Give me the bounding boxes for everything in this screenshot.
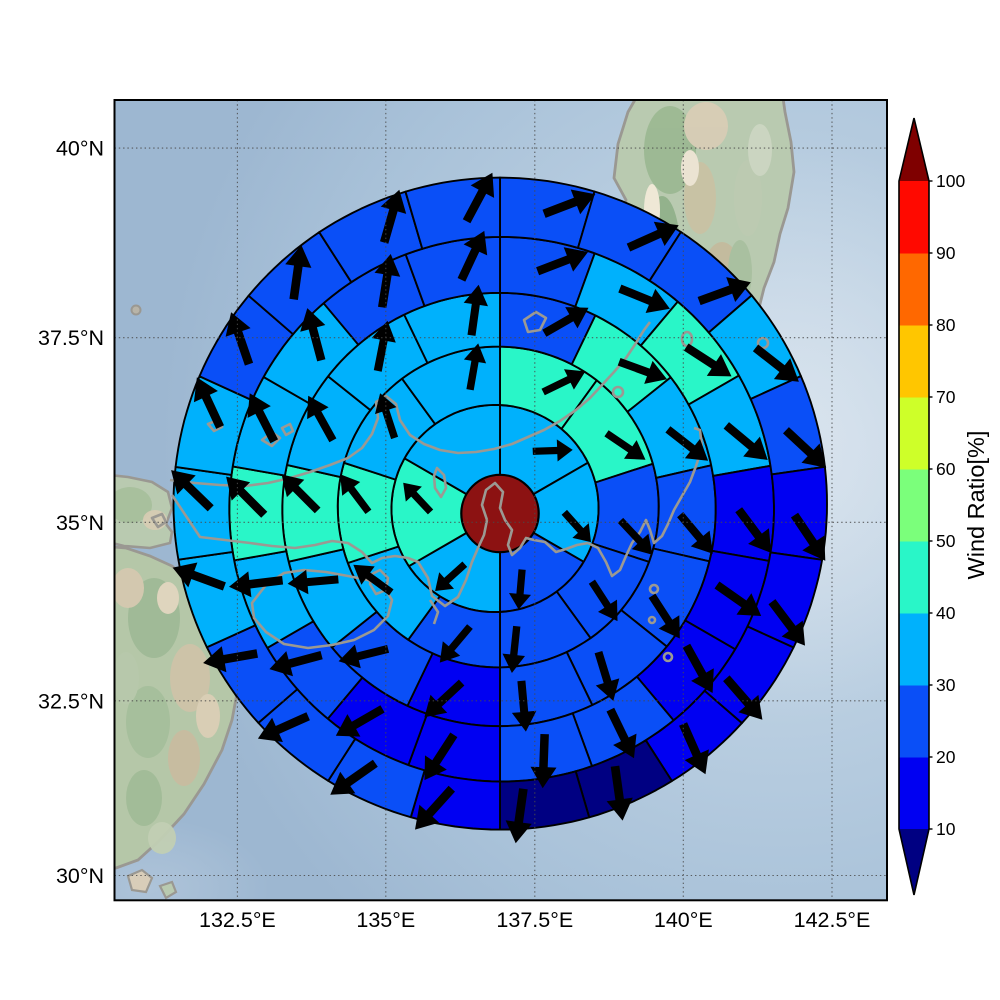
svg-text:Wind Ratio[%]: Wind Ratio[%]: [963, 431, 989, 580]
svg-text:35°N: 35°N: [56, 511, 104, 535]
svg-text:80: 80: [936, 315, 956, 335]
svg-text:142.5°E: 142.5°E: [794, 908, 871, 932]
svg-text:70: 70: [936, 387, 956, 407]
svg-text:137.5°E: 137.5°E: [496, 908, 573, 932]
svg-text:32.5°N: 32.5°N: [38, 689, 104, 713]
svg-text:60: 60: [936, 459, 956, 479]
svg-text:20: 20: [936, 747, 956, 767]
svg-text:140°E: 140°E: [654, 908, 713, 932]
svg-text:30: 30: [936, 675, 956, 695]
svg-text:135°E: 135°E: [356, 908, 415, 932]
svg-text:132.5°E: 132.5°E: [199, 908, 276, 932]
svg-text:40: 40: [936, 603, 956, 623]
svg-text:90: 90: [936, 243, 956, 263]
svg-text:37.5°N: 37.5°N: [38, 326, 104, 350]
svg-text:40°N: 40°N: [56, 137, 104, 161]
svg-text:100: 100: [936, 171, 965, 191]
svg-text:30°N: 30°N: [56, 864, 104, 888]
svg-text:50: 50: [936, 531, 956, 551]
svg-text:10: 10: [936, 819, 956, 839]
